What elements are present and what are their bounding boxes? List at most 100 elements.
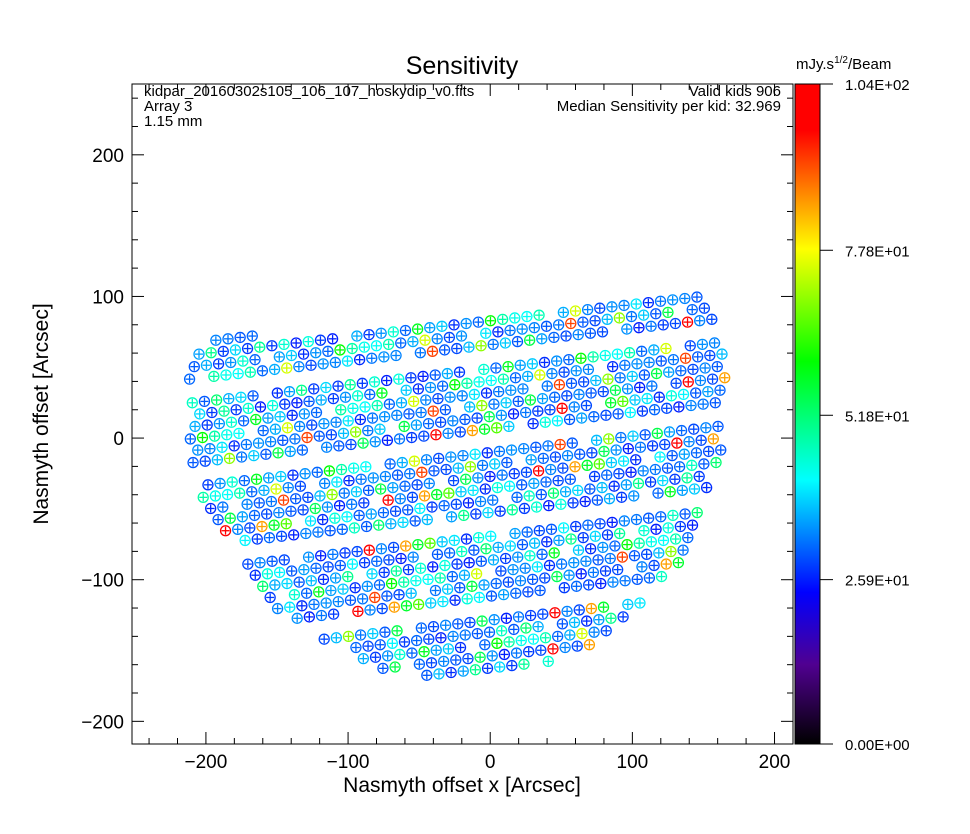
kid-marker bbox=[565, 533, 577, 545]
kid-marker bbox=[297, 348, 310, 360]
kid-marker bbox=[248, 449, 260, 462]
kid-marker bbox=[636, 345, 648, 357]
x-tick-label: −200 bbox=[185, 752, 228, 773]
kid-marker bbox=[344, 379, 356, 391]
kid-marker bbox=[375, 543, 388, 555]
kid-marker bbox=[537, 452, 549, 465]
kid-marker bbox=[560, 330, 572, 342]
kid-marker bbox=[627, 430, 639, 442]
kid-marker bbox=[654, 295, 667, 307]
kid-marker bbox=[445, 451, 457, 463]
kid-marker bbox=[618, 515, 630, 527]
kid-marker bbox=[410, 419, 423, 431]
kid-marker bbox=[615, 491, 628, 503]
kid-marker bbox=[617, 395, 629, 408]
kid-marker bbox=[371, 555, 383, 567]
kid-marker bbox=[332, 595, 344, 608]
kid-marker bbox=[536, 392, 549, 405]
kid-marker bbox=[277, 434, 289, 446]
kid-marker bbox=[633, 537, 645, 549]
kid-marker bbox=[257, 580, 269, 592]
kid-marker bbox=[494, 505, 506, 517]
kid-marker bbox=[325, 584, 337, 597]
kid-marker bbox=[630, 454, 642, 466]
kid-marker bbox=[371, 399, 383, 412]
kid-marker bbox=[681, 472, 693, 484]
kid-marker bbox=[578, 376, 590, 388]
kid-marker bbox=[357, 437, 369, 449]
kid-marker bbox=[616, 551, 629, 563]
kid-marker bbox=[198, 395, 211, 408]
kid-marker bbox=[248, 509, 261, 522]
kid-marker bbox=[702, 385, 714, 398]
kid-marker bbox=[585, 602, 598, 615]
kid-marker bbox=[314, 334, 327, 346]
kid-marker bbox=[273, 566, 286, 579]
kid-marker bbox=[549, 607, 561, 619]
kid-marker bbox=[433, 668, 445, 680]
kid-marker bbox=[476, 615, 488, 627]
kid-marker bbox=[711, 360, 723, 373]
kid-marker bbox=[590, 374, 602, 387]
kid-marker bbox=[594, 518, 606, 530]
kid-marker bbox=[224, 512, 236, 524]
kid-marker bbox=[315, 609, 328, 622]
kid-marker bbox=[285, 505, 297, 517]
kid-marker bbox=[601, 469, 613, 481]
kid-marker bbox=[520, 622, 532, 634]
kid-marker bbox=[414, 562, 427, 574]
kid-marker bbox=[294, 480, 307, 492]
kid-marker bbox=[380, 374, 393, 387]
kid-marker bbox=[342, 570, 354, 583]
kid-marker bbox=[634, 381, 646, 394]
array-annotation: Array 3 bbox=[144, 98, 192, 115]
kid-marker bbox=[690, 387, 702, 399]
kid-marker bbox=[543, 500, 555, 512]
kid-marker bbox=[394, 648, 406, 661]
kid-marker bbox=[495, 565, 507, 577]
kid-marker bbox=[556, 618, 569, 630]
kid-marker bbox=[508, 623, 520, 636]
kid-marker bbox=[684, 340, 696, 352]
kid-marker bbox=[359, 401, 371, 413]
kid-marker bbox=[411, 323, 424, 335]
colorbar-tick-label: 0.00E+00 bbox=[845, 737, 910, 754]
kid-marker bbox=[213, 418, 225, 430]
kid-marker bbox=[599, 349, 611, 362]
kid-marker bbox=[675, 424, 688, 437]
kid-marker bbox=[570, 365, 582, 377]
kid-marker bbox=[345, 438, 357, 451]
kid-marker bbox=[512, 611, 525, 623]
kid-marker bbox=[271, 387, 283, 399]
kid-marker bbox=[642, 512, 655, 524]
kid-marker bbox=[436, 320, 448, 332]
kid-marker bbox=[593, 614, 605, 626]
y-tick-label: 200 bbox=[92, 146, 124, 167]
kid-marker bbox=[687, 363, 699, 376]
kid-marker bbox=[632, 477, 645, 490]
kid-marker bbox=[472, 472, 484, 484]
kid-marker bbox=[533, 525, 545, 537]
kid-marker bbox=[626, 370, 638, 382]
kid-marker bbox=[530, 501, 543, 513]
kid-marker bbox=[339, 391, 352, 403]
kid-marker bbox=[694, 315, 706, 327]
kid-marker bbox=[309, 502, 321, 515]
kid-marker bbox=[518, 502, 531, 515]
kid-marker bbox=[634, 597, 646, 609]
kid-marker bbox=[272, 447, 284, 459]
kid-marker bbox=[351, 330, 363, 342]
kid-marker bbox=[563, 569, 575, 581]
kid-marker bbox=[472, 316, 484, 328]
kid-marker bbox=[479, 483, 491, 495]
kid-marker bbox=[690, 447, 703, 459]
kid-marker bbox=[199, 455, 211, 467]
file-annotation: kidpar_20160302s105_106_107_hoskydip_v0.… bbox=[144, 83, 474, 100]
wavelength-annotation: 1.15 mm bbox=[144, 113, 202, 130]
kid-marker bbox=[673, 461, 686, 473]
kid-marker bbox=[484, 470, 496, 483]
kid-marker bbox=[219, 525, 232, 537]
kid-marker bbox=[528, 322, 541, 334]
kid-marker bbox=[699, 362, 711, 374]
